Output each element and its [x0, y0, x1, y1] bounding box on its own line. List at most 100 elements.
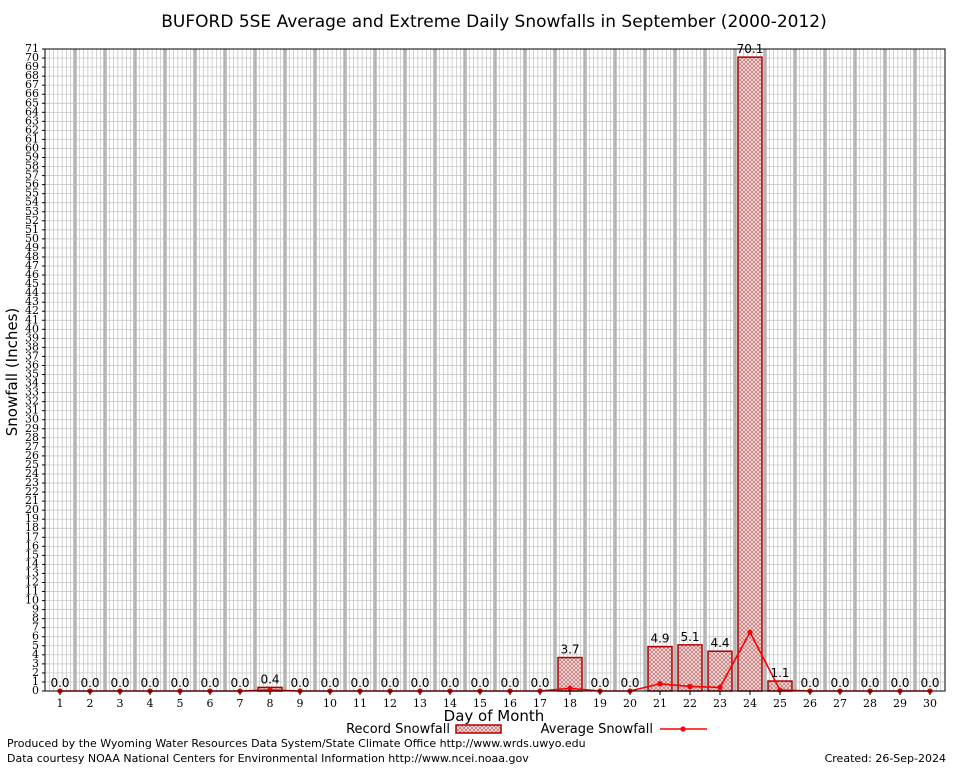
y-tick-label: 38	[25, 340, 39, 353]
data-label-day-9: 0.0	[290, 676, 309, 690]
data-label-day-7: 0.0	[230, 676, 249, 690]
y-tick-label: 24	[25, 467, 39, 480]
x-tick-label-15: 15	[473, 697, 487, 710]
y-tick-label: 9	[32, 603, 39, 616]
y-tick-label: 60	[25, 141, 39, 154]
x-tick-label-10: 10	[323, 697, 337, 710]
x-tick-label-23: 23	[713, 697, 727, 710]
data-label-day-2: 0.0	[80, 676, 99, 690]
y-tick-label: 4	[32, 648, 39, 661]
data-label-day-29: 0.0	[890, 676, 909, 690]
y-tick-label: 15	[25, 548, 39, 561]
y-tick-label: 0	[32, 684, 39, 697]
y-tick-label: 63	[25, 114, 39, 127]
x-tick-label-12: 12	[383, 697, 397, 710]
y-tick-label: 67	[25, 78, 39, 91]
y-tick-label: 8	[32, 612, 39, 625]
y-tick-label: 45	[25, 277, 39, 290]
y-tick-label: 51	[25, 223, 39, 236]
y-tick-label: 52	[25, 214, 39, 227]
data-label-day-12: 0.0	[380, 676, 399, 690]
y-tick-label: 6	[32, 630, 39, 643]
data-label-day-27: 0.0	[830, 676, 849, 690]
chart-title: BUFORD 5SE Average and Extreme Daily Sno…	[161, 12, 826, 32]
data-label-day-3: 0.0	[110, 676, 129, 690]
average-snowfall-point-day-18	[567, 685, 573, 691]
y-tick-label: 66	[25, 87, 39, 100]
y-tick-label: 55	[25, 187, 39, 200]
x-tick-label-6: 6	[207, 697, 214, 710]
y-tick-label: 28	[25, 431, 39, 444]
y-tick-label: 26	[25, 449, 39, 462]
y-tick-label: 18	[25, 521, 39, 534]
y-axis-label: Snowfall (Inches)	[3, 308, 21, 436]
legend-label-average-snowfall: Average Snowfall	[541, 722, 653, 737]
y-tick-label: 59	[25, 151, 39, 164]
x-tick-label-9: 9	[297, 697, 304, 710]
x-tick-label-27: 27	[833, 697, 847, 710]
data-label-day-15: 0.0	[470, 676, 489, 690]
y-tick-label: 62	[25, 123, 39, 136]
y-tick-label: 30	[25, 413, 39, 426]
plot-frame	[44, 48, 946, 692]
y-tick-label: 53	[25, 205, 39, 218]
x-tick-label-17: 17	[533, 697, 547, 710]
y-tick-label: 69	[25, 60, 39, 73]
y-tick-label: 27	[25, 440, 39, 453]
x-tick-label-25: 25	[773, 697, 787, 710]
y-tick-label: 39	[25, 331, 39, 344]
data-label-day-14: 0.0	[440, 676, 459, 690]
y-tick-label: 40	[25, 322, 39, 335]
x-tick-label-18: 18	[563, 697, 577, 710]
y-tick-label: 42	[25, 304, 39, 317]
x-tick-label-29: 29	[893, 697, 907, 710]
data-label-day-19: 0.0	[590, 676, 609, 690]
y-tick-label: 47	[25, 259, 39, 272]
y-tick-label: 1	[32, 675, 39, 688]
y-tick-label: 10	[25, 594, 39, 607]
y-tick-label: 68	[25, 69, 39, 82]
data-label-day-13: 0.0	[410, 676, 429, 690]
x-tick-label-3: 3	[117, 697, 124, 710]
x-tick-label-21: 21	[653, 697, 667, 710]
y-tick-label: 65	[25, 96, 39, 109]
x-tick-label-14: 14	[443, 697, 457, 710]
data-label-day-8: 0.4	[260, 672, 279, 686]
credit-produced-by: Produced by the Wyoming Water Resources …	[7, 737, 586, 750]
y-tick-label: 49	[25, 241, 39, 254]
average-snowfall-point-day-21	[657, 681, 663, 687]
x-tick-label-8: 8	[267, 697, 274, 710]
y-tick-label: 11	[25, 585, 39, 598]
data-label-day-22: 5.1	[680, 630, 699, 644]
average-snowfall-point-day-22	[687, 683, 693, 690]
data-label-day-10: 0.0	[320, 676, 339, 690]
y-tick-label: 23	[25, 476, 39, 489]
data-label-day-4: 0.0	[140, 676, 159, 690]
x-tick-label-30: 30	[923, 697, 937, 710]
y-tick-label: 44	[25, 286, 39, 299]
data-label-day-18: 3.7	[560, 643, 579, 657]
x-tick-label-11: 11	[353, 697, 367, 710]
y-tick-label: 25	[25, 458, 39, 471]
x-tick-label-16: 16	[503, 697, 517, 710]
x-tick-label-7: 7	[237, 697, 244, 710]
y-tick-label: 31	[25, 404, 39, 417]
y-tick-label: 2	[32, 666, 39, 679]
data-label-day-1: 0.0	[50, 676, 69, 690]
x-tick-label-1: 1	[57, 697, 64, 710]
x-tick-label-19: 19	[593, 697, 607, 710]
average-snowfall-point-day-23	[717, 684, 723, 690]
legend-marker-average-snowfall	[680, 726, 686, 732]
y-tick-label: 21	[25, 494, 39, 507]
y-tick-label: 54	[25, 196, 39, 209]
data-label-day-30: 0.0	[920, 676, 939, 690]
y-tick-label: 3	[32, 657, 39, 670]
x-tick-label-22: 22	[683, 697, 697, 710]
data-label-day-26: 0.0	[800, 676, 819, 690]
y-tick-label: 17	[25, 530, 39, 543]
legend-swatch-record-snowfall	[455, 724, 502, 734]
x-tick-label-26: 26	[803, 697, 817, 710]
data-label-day-25: 1.1	[770, 666, 789, 680]
data-label-day-21: 4.9	[650, 632, 669, 646]
